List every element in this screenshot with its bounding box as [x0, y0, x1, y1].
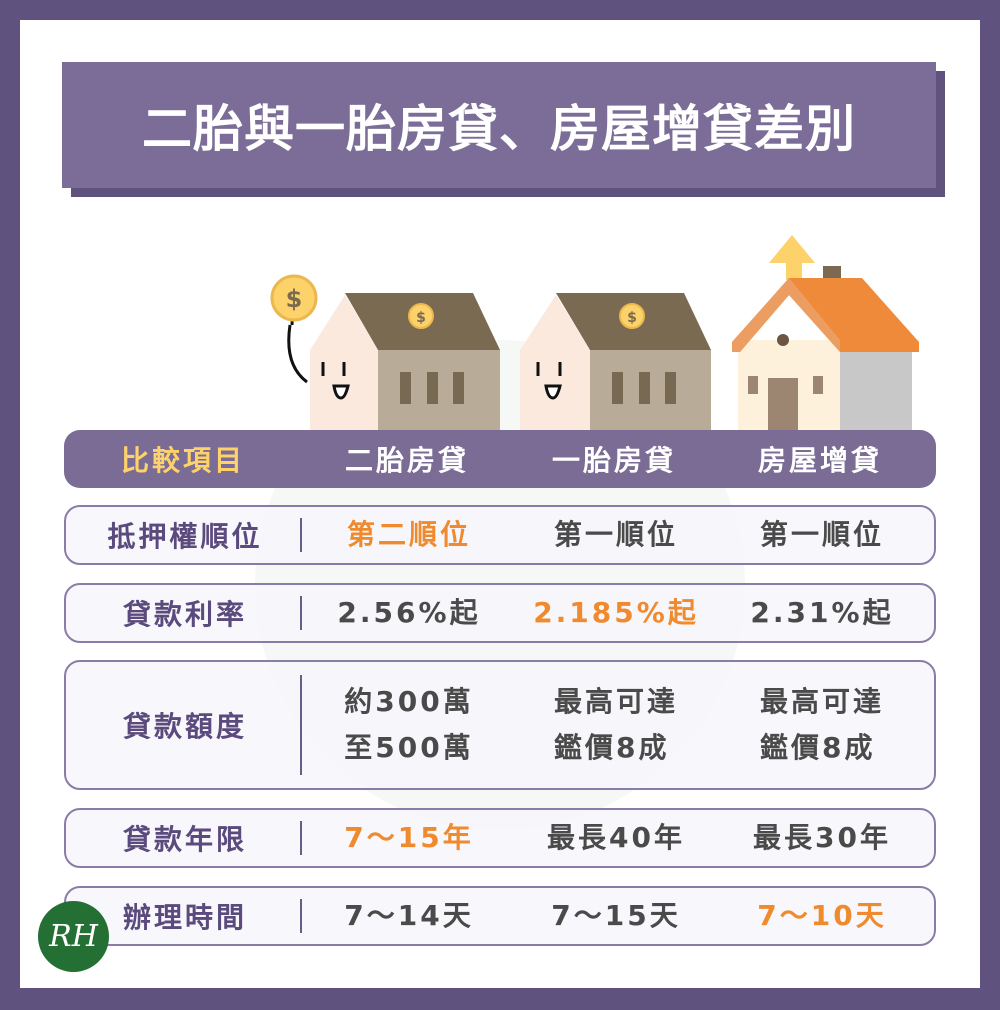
- divider: [300, 821, 302, 855]
- divider: [300, 675, 302, 775]
- row-value: 第一順位: [759, 518, 885, 551]
- arrow-up-icon: [769, 235, 815, 280]
- header-equity-loan: 房屋增貸: [757, 444, 883, 477]
- table-row: 貸款額度 約300萬 至500萬 最高可達 鑑價8成 最高可達 鑑價8成: [64, 660, 936, 790]
- row-value-line: 鑑價8成: [759, 731, 876, 764]
- row-value: 最高可達鑑價8成: [760, 679, 884, 771]
- row-value: 約300萬至500萬: [344, 679, 473, 771]
- row-value: 第一順位: [553, 518, 679, 551]
- header-first-mortgage: 一胎房貸: [551, 444, 677, 477]
- row-value: 7～14天: [344, 899, 474, 932]
- row-label: 辦理時間: [122, 901, 248, 934]
- row-value-line: 最高可達: [759, 685, 885, 718]
- svg-text:$: $: [416, 310, 426, 326]
- row-label: 貸款利率: [122, 598, 248, 631]
- table-header: 比較項目 二胎房貸 一胎房貸 房屋增貸: [64, 430, 936, 488]
- house-equity-loan: [732, 235, 919, 430]
- row-value: 7～10天: [757, 899, 887, 932]
- row-value: 最高可達鑑價8成: [554, 679, 678, 771]
- table-row: 貸款利率 2.56%起 2.185%起 2.31%起: [64, 583, 936, 643]
- row-label: 貸款年限: [122, 823, 248, 856]
- row-value-line: 鑑價8成: [553, 731, 670, 764]
- row-value: 最長30年: [753, 821, 891, 854]
- row-value: 7～15年: [344, 821, 474, 854]
- page-title: 二胎與一胎房貸、房屋增貸差別: [62, 62, 936, 188]
- row-label: 貸款額度: [122, 710, 248, 743]
- divider: [300, 899, 302, 933]
- houses-illustration: $ $ $: [270, 235, 919, 430]
- house-second-mortgage: $: [310, 293, 500, 430]
- divider: [300, 518, 302, 552]
- row-value: 2.185%起: [533, 596, 699, 629]
- table-row: 辦理時間 7～14天 7～15天 7～10天: [64, 886, 936, 946]
- row-value: 2.56%起: [337, 596, 481, 629]
- svg-text:$: $: [627, 310, 637, 326]
- coin-icon: $: [270, 274, 318, 384]
- divider: [300, 596, 302, 630]
- header-compare-item: 比較項目: [120, 444, 246, 477]
- row-value-line: 至500萬: [344, 731, 474, 764]
- row-value-line: 最高可達: [553, 685, 679, 718]
- row-value-line: 約300萬: [344, 685, 474, 718]
- house-first-mortgage: $: [520, 293, 711, 430]
- svg-text:$: $: [286, 285, 303, 313]
- table-row: 抵押權順位 第二順位 第一順位 第一順位: [64, 505, 936, 565]
- row-value: 第二順位: [346, 518, 472, 551]
- row-value: 最長40年: [547, 821, 685, 854]
- rh-logo: RH: [38, 901, 109, 972]
- row-value: 7～15天: [551, 899, 681, 932]
- row-label: 抵押權順位: [107, 520, 263, 553]
- row-value: 2.31%起: [750, 596, 894, 629]
- table-row: 貸款年限 7～15年 最長40年 最長30年: [64, 808, 936, 868]
- header-second-mortgage: 二胎房貸: [344, 444, 470, 477]
